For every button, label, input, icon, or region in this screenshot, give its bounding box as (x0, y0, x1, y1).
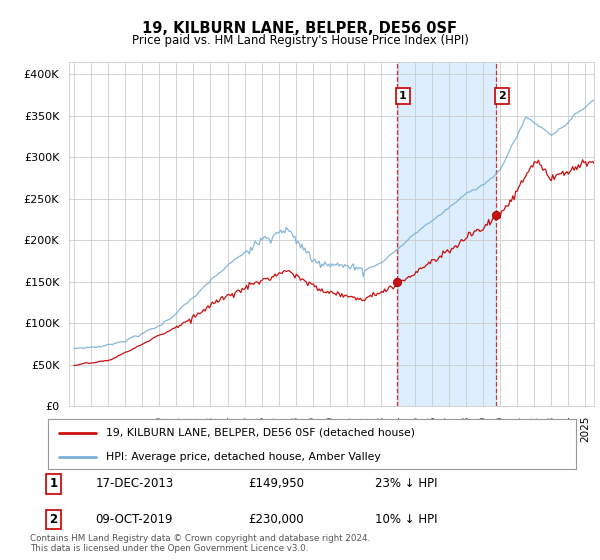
Text: 17-DEC-2013: 17-DEC-2013 (95, 477, 174, 491)
Bar (397, 62, 496, 406)
Text: 1: 1 (399, 91, 407, 101)
Text: HPI: Average price, detached house, Amber Valley: HPI: Average price, detached house, Ambe… (106, 452, 381, 461)
Text: 1: 1 (49, 477, 58, 491)
Text: 23% ↓ HPI: 23% ↓ HPI (376, 477, 438, 491)
Text: 10% ↓ HPI: 10% ↓ HPI (376, 513, 438, 526)
Text: 19, KILBURN LANE, BELPER, DE56 0SF (detached house): 19, KILBURN LANE, BELPER, DE56 0SF (deta… (106, 428, 415, 438)
Text: 2: 2 (49, 513, 58, 526)
Text: 09-OCT-2019: 09-OCT-2019 (95, 513, 173, 526)
Text: £149,950: £149,950 (248, 477, 305, 491)
Text: Contains HM Land Registry data © Crown copyright and database right 2024.
This d: Contains HM Land Registry data © Crown c… (30, 534, 370, 553)
Text: £230,000: £230,000 (248, 513, 304, 526)
Text: 19, KILBURN LANE, BELPER, DE56 0SF: 19, KILBURN LANE, BELPER, DE56 0SF (143, 21, 458, 36)
Text: Price paid vs. HM Land Registry's House Price Index (HPI): Price paid vs. HM Land Registry's House … (131, 34, 469, 46)
Text: 2: 2 (498, 91, 506, 101)
